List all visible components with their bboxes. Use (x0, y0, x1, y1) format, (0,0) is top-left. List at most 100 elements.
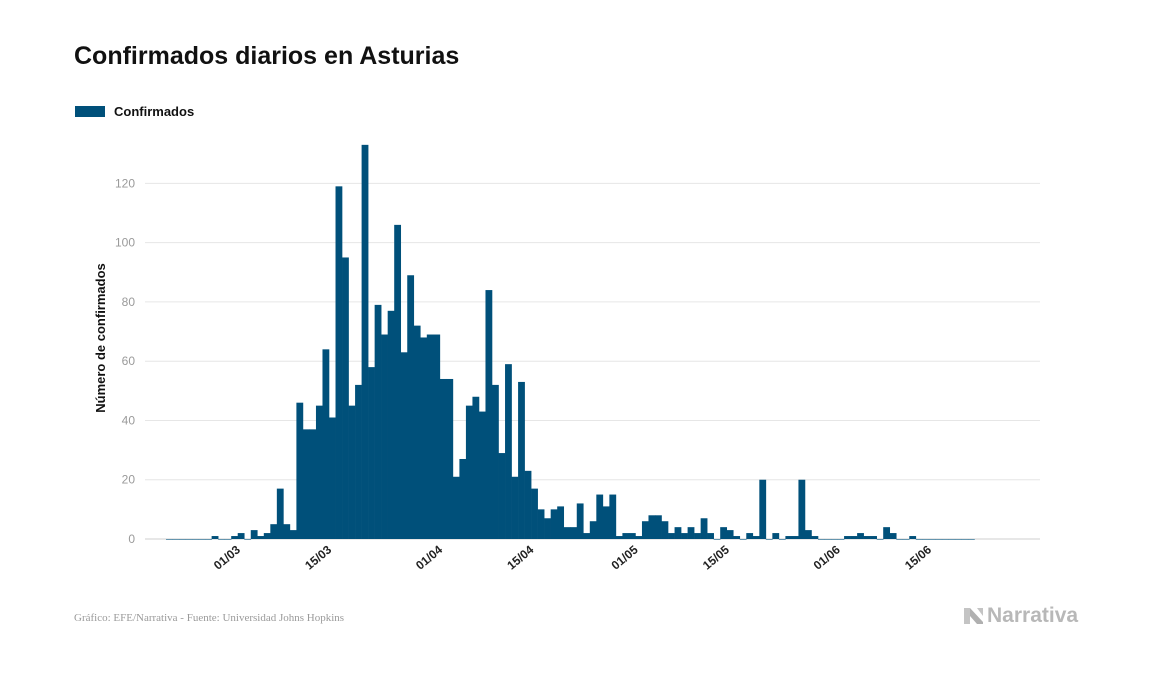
bar (915, 539, 923, 540)
bar (322, 349, 330, 539)
bar (224, 539, 232, 540)
bar (824, 539, 832, 540)
x-axis-ticks: 01/03 15/03 01/04 15/04 01/05 15/05 01/06 15/06 (211, 542, 934, 572)
x-tick-label: 15/06 (902, 542, 934, 572)
bar (198, 539, 206, 540)
bar (791, 536, 799, 539)
bars (166, 144, 975, 540)
bar (772, 533, 780, 539)
bar (550, 509, 558, 539)
bar (778, 539, 786, 540)
bar (563, 527, 571, 539)
bar (615, 536, 623, 539)
bar (876, 539, 884, 540)
bar (628, 533, 636, 539)
legend-swatch (75, 106, 105, 117)
bar (596, 494, 604, 539)
bar (420, 337, 428, 539)
bar (850, 536, 858, 539)
bar (641, 521, 649, 539)
legend-label: Confirmados (114, 104, 195, 119)
bar (759, 479, 767, 539)
bar (465, 405, 473, 539)
bar (400, 352, 408, 539)
bar (811, 536, 819, 539)
x-tick-label: 15/05 (700, 542, 732, 572)
bar (870, 536, 877, 539)
bar (961, 539, 969, 540)
bar (276, 488, 284, 539)
bar (739, 539, 747, 540)
bar (296, 402, 304, 539)
bar (218, 539, 225, 540)
bar (459, 458, 467, 539)
bar (270, 524, 278, 539)
bar (948, 539, 956, 540)
brand-logo: Narrativa (963, 604, 1078, 628)
bar (361, 144, 369, 539)
bar (478, 411, 486, 539)
bar (648, 515, 656, 539)
bar (426, 334, 434, 539)
bar (342, 257, 349, 539)
bar (439, 378, 447, 539)
bar (700, 518, 708, 539)
bar (609, 494, 617, 539)
bar (446, 378, 454, 539)
x-tick-label: 15/04 (504, 542, 536, 572)
bar (889, 533, 897, 539)
bar (315, 405, 323, 539)
y-tick-label: 0 (128, 532, 135, 546)
bar (531, 488, 538, 539)
bar (557, 506, 565, 539)
bar (537, 509, 545, 539)
x-tick-label: 01/05 (609, 542, 641, 572)
bar (798, 479, 806, 539)
bar (492, 384, 499, 539)
bar (498, 453, 506, 539)
bar (844, 536, 851, 539)
bar (602, 506, 610, 539)
bar (185, 539, 193, 540)
bar (726, 530, 734, 539)
page-title: Confirmados diarios en Asturias (74, 42, 460, 70)
bar (622, 533, 630, 539)
bar (720, 527, 728, 539)
bar (309, 429, 317, 539)
bar (544, 518, 551, 539)
bar (746, 533, 754, 539)
legend: Confirmados (75, 104, 194, 119)
x-tick-label: 01/06 (811, 542, 843, 572)
bar (381, 334, 388, 539)
bar (250, 530, 258, 539)
bar (413, 325, 421, 539)
bar (237, 533, 245, 539)
bar (928, 539, 936, 540)
bar (335, 186, 343, 539)
bar (179, 539, 186, 540)
bar (967, 539, 975, 540)
bar (941, 539, 949, 540)
bar (192, 539, 199, 540)
grid-lines (145, 182, 1040, 540)
y-tick-label: 40 (122, 413, 136, 427)
bar (407, 275, 415, 539)
bar (263, 533, 271, 539)
bar (348, 405, 356, 539)
bar (205, 539, 212, 540)
bar (785, 536, 793, 539)
bar (283, 524, 291, 539)
bar (863, 536, 871, 539)
bar (452, 476, 460, 539)
bar (289, 530, 297, 539)
bar (733, 536, 741, 539)
bar (472, 396, 480, 539)
bar (368, 367, 375, 539)
bar (661, 521, 669, 539)
bar (857, 533, 864, 539)
y-tick-label: 100 (115, 236, 135, 250)
bar (570, 527, 578, 539)
bar (211, 536, 219, 539)
bar (172, 539, 180, 540)
